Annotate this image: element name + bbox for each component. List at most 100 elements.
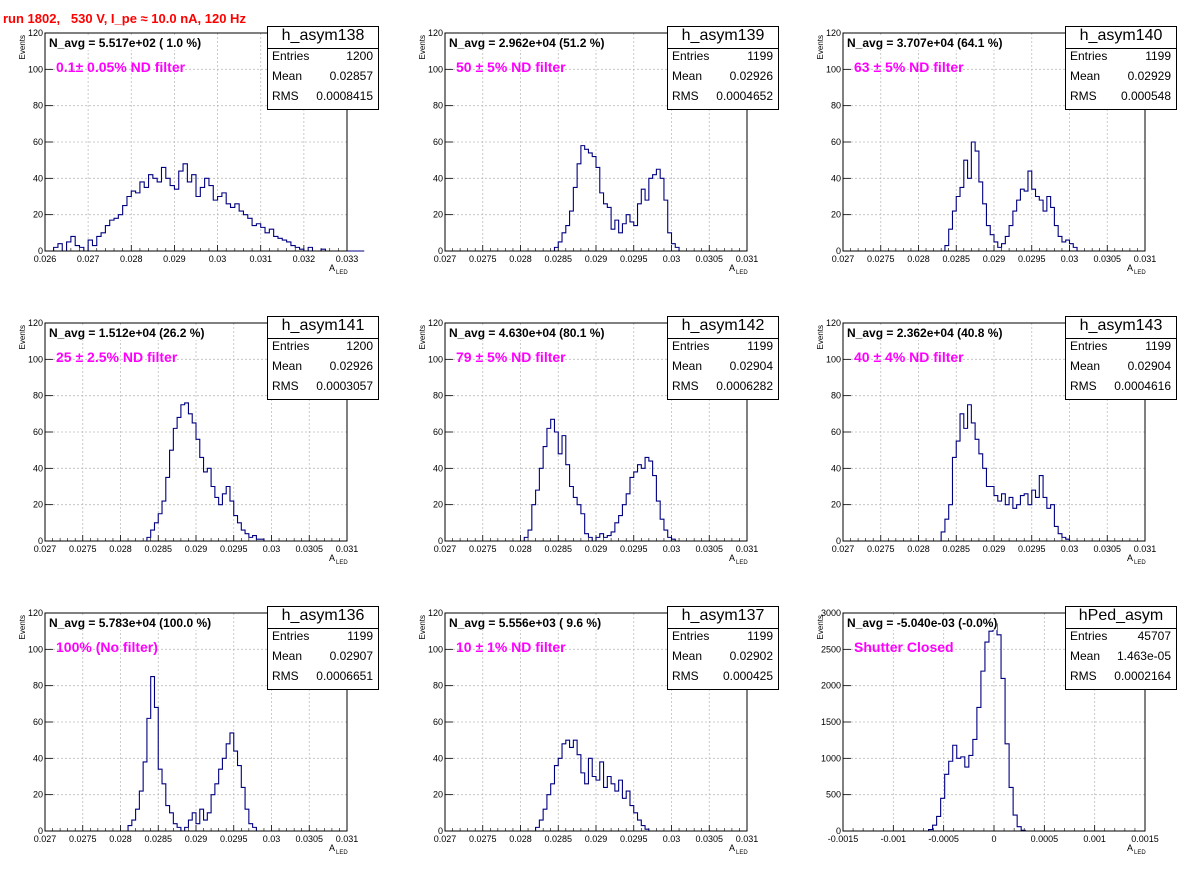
y-axis-title: Events <box>816 35 825 59</box>
x-tick-label: 0.029 <box>983 254 1006 264</box>
x-tick-label: 0.0295 <box>620 254 648 264</box>
stats-value: 1199 <box>747 339 773 353</box>
nd-filter-label: 40 ± 4% ND filter <box>854 349 964 365</box>
x-tick-label: 0.001 <box>1083 834 1106 844</box>
x-tick-label: 0.0305 <box>295 834 323 844</box>
histogram-plot: 0.027 0.0275 0.028 0.0285 0.029 0.0295 0.03 0.0… <box>18 608 358 856</box>
x-tick-label: 0.029 <box>585 834 608 844</box>
stats-row-rms: RMS 0.0003057 <box>268 379 378 399</box>
stats-row-mean: Mean 1.463e-05 <box>1066 649 1176 669</box>
x-axis-title: A <box>1127 843 1133 853</box>
stats-box: h_asym138 Entries 1200 Mean 0.02857 RMS 0.0008… <box>267 26 379 110</box>
y-tick-label: 0 <box>38 826 43 836</box>
navg-title: N_avg = 5.556e+03 ( 9.6 %) <box>449 616 602 630</box>
histogram-panel-h_asym139: 0.027 0.0275 0.028 0.0285 0.029 0.0295 0.03 0.0… <box>400 0 780 290</box>
stats-row-entries: Entries 1199 <box>1066 49 1176 69</box>
y-tick-label: 40 <box>33 463 43 473</box>
x-tick-label: 0.03 <box>263 834 281 844</box>
y-tick-label: 20 <box>433 210 443 220</box>
x-tick-label: 0.03 <box>1061 254 1079 264</box>
stats-row-mean: Mean 0.02907 <box>268 649 378 669</box>
x-tick-label: 0.0275 <box>469 834 497 844</box>
x-axis-title-subscript: LED <box>336 270 348 276</box>
x-tick-label: 0.0295 <box>220 834 248 844</box>
x-tick-label: 0.031 <box>736 834 759 844</box>
y-tick-label: 40 <box>831 463 841 473</box>
x-tick-label: 0.0295 <box>620 544 648 554</box>
y-tick-label: 3000 <box>821 608 841 618</box>
stats-row-rms: RMS 0.000548 <box>1066 89 1176 109</box>
x-tick-label: -0.001 <box>881 834 907 844</box>
stats-row-mean: Mean 0.02926 <box>668 69 778 89</box>
x-tick-label: 0.027 <box>34 834 57 844</box>
x-tick-label: 0.028 <box>120 254 143 264</box>
plot-frame <box>444 612 748 832</box>
stats-key: Mean <box>672 69 703 83</box>
stats-value: 0.0004616 <box>1114 379 1171 393</box>
histogram-name: h_asym139 <box>668 27 778 49</box>
stats-box: h_asym137 Entries 1199 Mean 0.02902 RMS 0.0004… <box>667 606 779 690</box>
y-tick-label: 0 <box>836 536 841 546</box>
x-tick-label: 0.0275 <box>469 254 497 264</box>
stats-key: RMS <box>272 89 299 103</box>
y-tick-label: 40 <box>433 463 443 473</box>
y-tick-label: 0 <box>438 826 443 836</box>
y-tick-label: 60 <box>433 137 443 147</box>
histogram-plot: 0.027 0.0275 0.028 0.0285 0.029 0.0295 0.03 0.0… <box>18 318 358 566</box>
y-tick-label: 100 <box>428 644 443 654</box>
y-tick-label: 120 <box>28 28 43 38</box>
histogram-name: h_asym138 <box>268 27 378 49</box>
stats-key: RMS <box>1070 669 1097 683</box>
stats-key: Mean <box>672 649 703 663</box>
histogram-panel-h_asym141: 0.027 0.0275 0.028 0.0285 0.029 0.0295 0.03 0.0… <box>0 290 380 580</box>
stats-value: 0.02904 <box>1127 359 1171 373</box>
stats-row-rms: RMS 0.0004616 <box>1066 379 1176 399</box>
y-tick-label: 80 <box>33 101 43 111</box>
navg-title: N_avg = 1.512e+04 (26.2 %) <box>49 326 205 340</box>
stats-key: RMS <box>672 379 699 393</box>
histogram-series <box>127 676 257 832</box>
y-tick-label: 100 <box>428 354 443 364</box>
stats-row-mean: Mean 0.02926 <box>268 359 378 379</box>
histogram-name: h_asym140 <box>1066 27 1176 49</box>
y-axis-title: Events <box>418 35 427 59</box>
histogram-panel-h_asym142: 0.027 0.0275 0.028 0.0285 0.029 0.0295 0.03 0.0… <box>400 290 780 580</box>
stats-value: 1199 <box>747 49 773 63</box>
x-tick-label: 0.03 <box>263 544 281 554</box>
y-axis-title: Events <box>816 615 825 639</box>
stats-key: Entries <box>272 629 310 643</box>
y-tick-label: 40 <box>433 173 443 183</box>
y-tick-label: 0 <box>438 536 443 546</box>
stats-key: Mean <box>1070 359 1101 373</box>
stats-value: 1200 <box>346 49 373 63</box>
stats-key: Entries <box>672 339 710 353</box>
stats-key: Entries <box>672 629 710 643</box>
histogram-series <box>944 141 1078 251</box>
stats-key: Mean <box>1070 649 1101 663</box>
stats-value: 0.02902 <box>729 649 773 663</box>
x-tick-label: 0 <box>991 834 996 844</box>
y-tick-label: 60 <box>33 717 43 727</box>
nd-filter-label: 63 ± 5% ND filter <box>854 59 964 75</box>
stats-row-rms: RMS 0.000425 <box>668 669 778 689</box>
navg-title: N_avg = 5.783e+04 (100.0 %) <box>49 616 212 630</box>
plot-frame <box>444 32 748 252</box>
y-tick-label: 0 <box>38 246 43 256</box>
stats-value: 0.02857 <box>329 69 373 83</box>
x-tick-label: 0.03 <box>1061 544 1079 554</box>
stats-row-mean: Mean 0.02904 <box>668 359 778 379</box>
x-axis-title: A <box>1127 553 1133 563</box>
x-axis-title-subscript: LED <box>336 560 348 566</box>
y-tick-label: 100 <box>28 64 43 74</box>
x-tick-label: 0.031 <box>1134 544 1157 554</box>
x-axis-title-subscript: LED <box>1134 850 1146 856</box>
stats-row-rms: RMS 0.0006282 <box>668 379 778 399</box>
histogram-name: h_asym141 <box>268 317 378 339</box>
plot-frame <box>842 322 1146 542</box>
x-axis-title: A <box>329 843 335 853</box>
stats-key: Entries <box>1070 49 1108 63</box>
x-tick-label: 0.029 <box>585 544 608 554</box>
y-tick-label: 120 <box>428 318 443 328</box>
y-tick-label: 60 <box>33 427 43 437</box>
x-tick-label: 0.03 <box>663 544 681 554</box>
